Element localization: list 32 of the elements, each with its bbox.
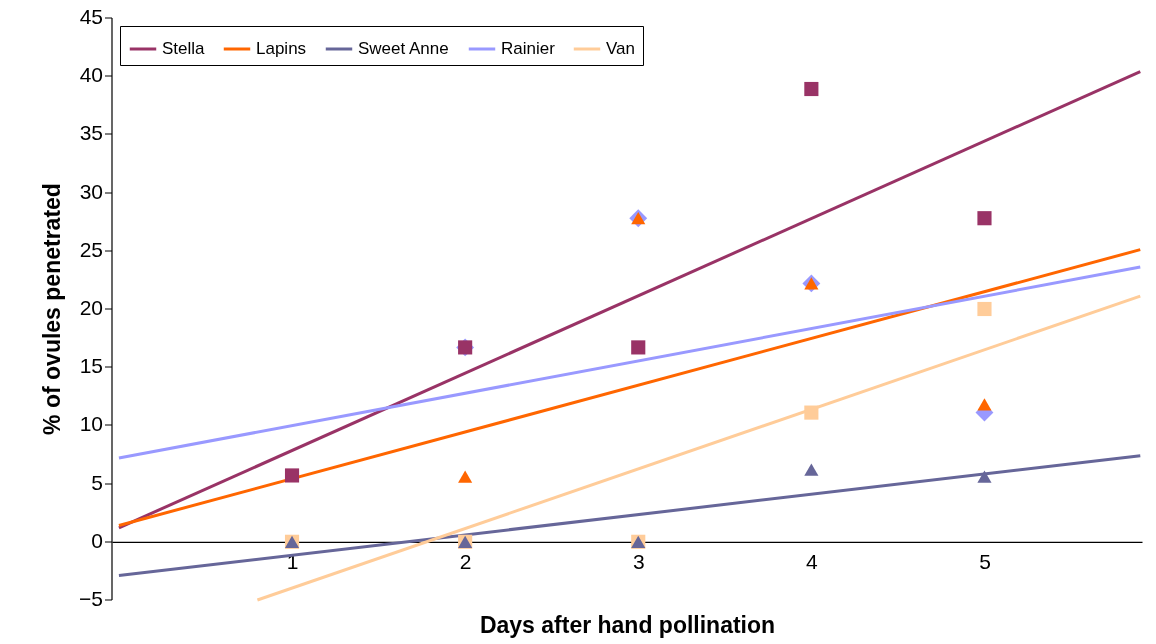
legend-label: Lapins [256,39,307,58]
x-tick-label: 2 [459,550,472,574]
y-tick-label: 15 [79,354,103,378]
point [977,398,992,411]
point [977,301,992,317]
point [977,470,992,483]
legend-label: Stella [162,39,206,58]
x-axis-title: Days after hand pollination [479,611,776,638]
point [631,340,646,355]
y-tick-label: 20 [79,296,103,319]
y-tick-label: −5 [79,587,103,610]
point [804,463,819,476]
y-tick-label: 40 [79,63,103,87]
x-tick-label: 5 [979,550,991,574]
point [804,81,819,97]
y-tick-label: 10 [79,412,103,436]
legend-label: Rainier [501,39,556,58]
y-tick-label: 5 [91,470,103,494]
y-axis-title: % of ovules penetrated [39,183,66,435]
y-tick-label: 25 [79,237,103,261]
point [284,468,300,483]
x-tick-label: 4 [806,550,819,574]
point [977,211,992,226]
legend-label: Van [606,39,635,58]
point [458,470,473,483]
y-tick-label: 45 [79,5,103,28]
x-tick-label: 3 [632,550,645,574]
legend-label: Sweet Anne [358,39,449,58]
point [804,405,819,420]
y-tick-label: 35 [79,121,103,145]
y-tick-label: 0 [91,528,103,552]
y-tick-label: 30 [79,179,103,203]
